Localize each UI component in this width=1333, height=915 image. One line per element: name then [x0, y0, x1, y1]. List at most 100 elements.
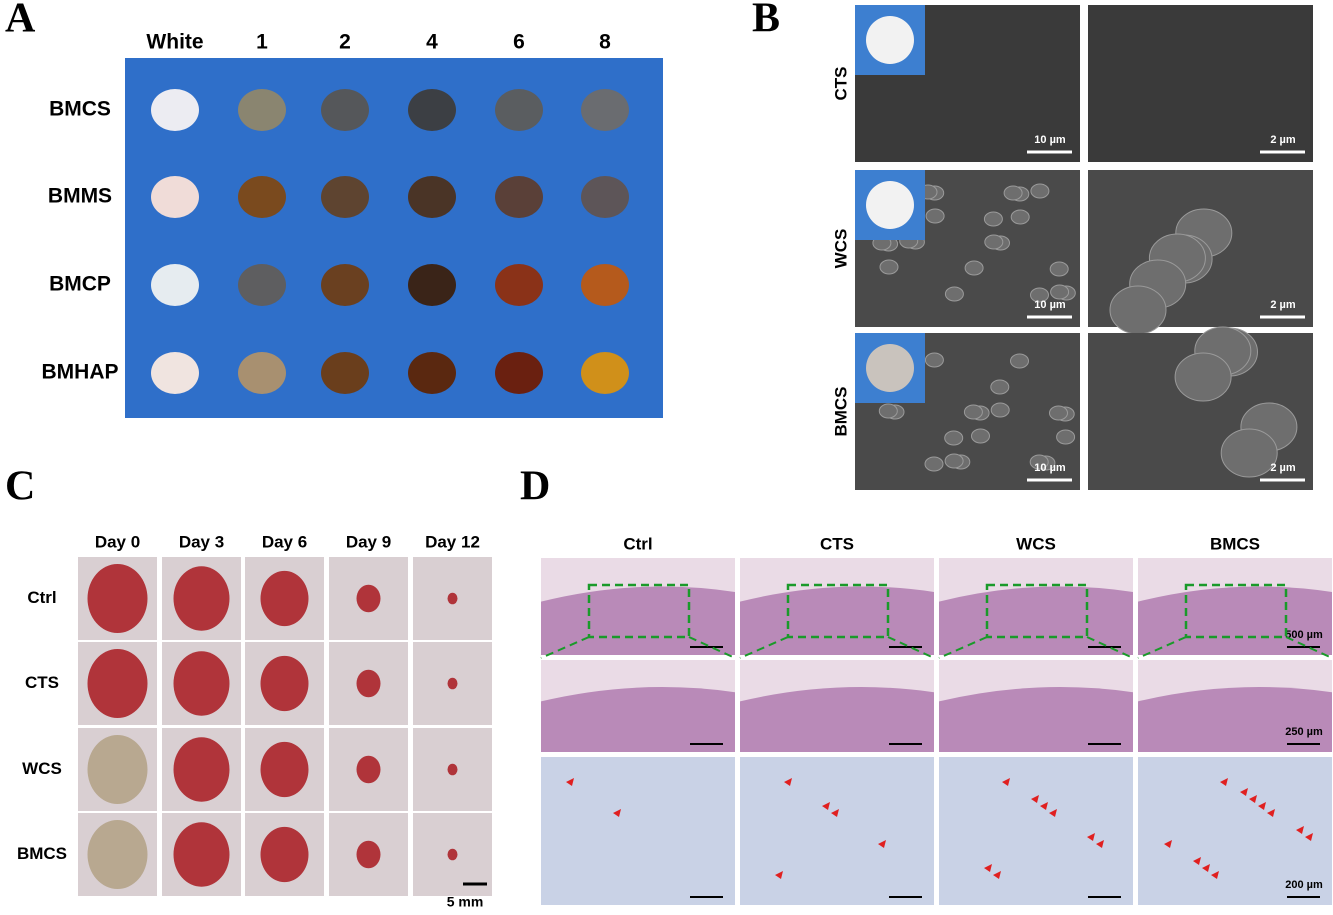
wound: [87, 820, 148, 889]
arrow: [984, 864, 992, 872]
particle: [1010, 209, 1030, 225]
particle: [1029, 454, 1049, 470]
zoom-line: [688, 636, 736, 659]
column-header: White: [146, 31, 203, 54]
wound: [173, 822, 230, 887]
particle: [990, 379, 1010, 395]
panel-label: D: [520, 464, 550, 510]
column-header: 1: [256, 31, 268, 54]
wound: [173, 651, 230, 716]
particle: [1109, 285, 1167, 335]
arrow: [1296, 826, 1304, 834]
powder-sample: [238, 264, 286, 306]
particle: [963, 404, 983, 420]
powder-sample: [151, 264, 199, 306]
zoom-box: [587, 583, 691, 639]
arrow: [1220, 778, 1228, 786]
tissue: [740, 687, 934, 752]
particle: [1010, 353, 1029, 369]
film-sample: [866, 16, 914, 64]
wound: [260, 741, 309, 798]
column-header: CTS: [820, 534, 854, 553]
scale-label: 10 µm: [1034, 299, 1066, 311]
arrow: [1305, 833, 1313, 841]
column-header: WCS: [1016, 534, 1056, 553]
row-label: BMCS: [49, 98, 111, 121]
powder-sample: [151, 176, 199, 218]
arrow: [1031, 795, 1039, 803]
zoom-line: [938, 636, 988, 659]
column-header: Ctrl: [623, 534, 652, 553]
arrow: [1240, 788, 1248, 796]
wound: [173, 737, 230, 802]
powder-sample: [151, 352, 199, 394]
arrow: [566, 778, 574, 786]
particle: [964, 260, 984, 276]
powder-sample: [321, 264, 369, 306]
particle: [1050, 284, 1070, 300]
arrow: [1258, 802, 1266, 810]
row-label: Ctrl: [27, 588, 56, 607]
particle: [1003, 185, 1023, 201]
panel-label: B: [752, 0, 780, 42]
wound: [356, 669, 381, 698]
powder-sample: [408, 89, 456, 131]
column-header: Day 12: [425, 532, 480, 551]
arrow: [1040, 802, 1048, 810]
particle: [1174, 352, 1232, 402]
wound: [447, 848, 458, 861]
powder-sample: [495, 89, 543, 131]
photo-background: [125, 58, 663, 418]
powder-sample: [151, 89, 199, 131]
row-label: BMCP: [49, 273, 111, 296]
column-header: Day 6: [262, 532, 307, 551]
wound: [260, 570, 309, 627]
column-header: 4: [426, 31, 438, 54]
wound: [173, 566, 230, 631]
powder-sample: [238, 89, 286, 131]
zoom-box: [1184, 583, 1288, 639]
particle: [1220, 428, 1278, 478]
scale-label: 2 µm: [1270, 462, 1296, 474]
powder-sample: [408, 176, 456, 218]
particle: [971, 428, 990, 444]
particle: [944, 286, 964, 302]
particle: [984, 234, 1004, 250]
arrow: [613, 809, 621, 817]
zoom-line: [1086, 636, 1134, 659]
zoom-line: [1137, 636, 1187, 659]
scale-label: 2 µm: [1270, 299, 1296, 311]
scale-label: 10 µm: [1034, 134, 1066, 146]
particle: [924, 456, 944, 472]
arrow: [1202, 864, 1210, 872]
particle: [879, 259, 899, 275]
arrow: [822, 802, 830, 810]
tissue: [1138, 687, 1332, 752]
arrow: [1049, 809, 1057, 817]
column-header: 8: [599, 31, 611, 54]
powder-sample: [321, 89, 369, 131]
row-label: CTS: [831, 67, 850, 101]
column-header: 2: [339, 31, 351, 54]
powder-sample: [408, 352, 456, 394]
particle: [1030, 287, 1049, 303]
row-label: BMHAP: [42, 361, 119, 384]
histology-image: [939, 757, 1133, 905]
particle: [1049, 405, 1068, 421]
wound: [356, 755, 381, 784]
histology-image: [740, 757, 934, 905]
sem-image: [1088, 5, 1313, 162]
row-label: CTS: [25, 673, 59, 692]
scale-label: 500 µm: [1285, 629, 1323, 641]
scale-label: 200 µm: [1285, 879, 1323, 891]
row-label: BMCS: [831, 386, 850, 436]
zoom-line: [739, 636, 789, 659]
row-label: WCS: [831, 229, 850, 269]
column-header: BMCS: [1210, 534, 1260, 553]
powder-sample: [495, 352, 543, 394]
powder-sample: [495, 264, 543, 306]
arrow: [831, 809, 839, 817]
wound: [447, 592, 458, 605]
panel-label: A: [5, 0, 36, 42]
